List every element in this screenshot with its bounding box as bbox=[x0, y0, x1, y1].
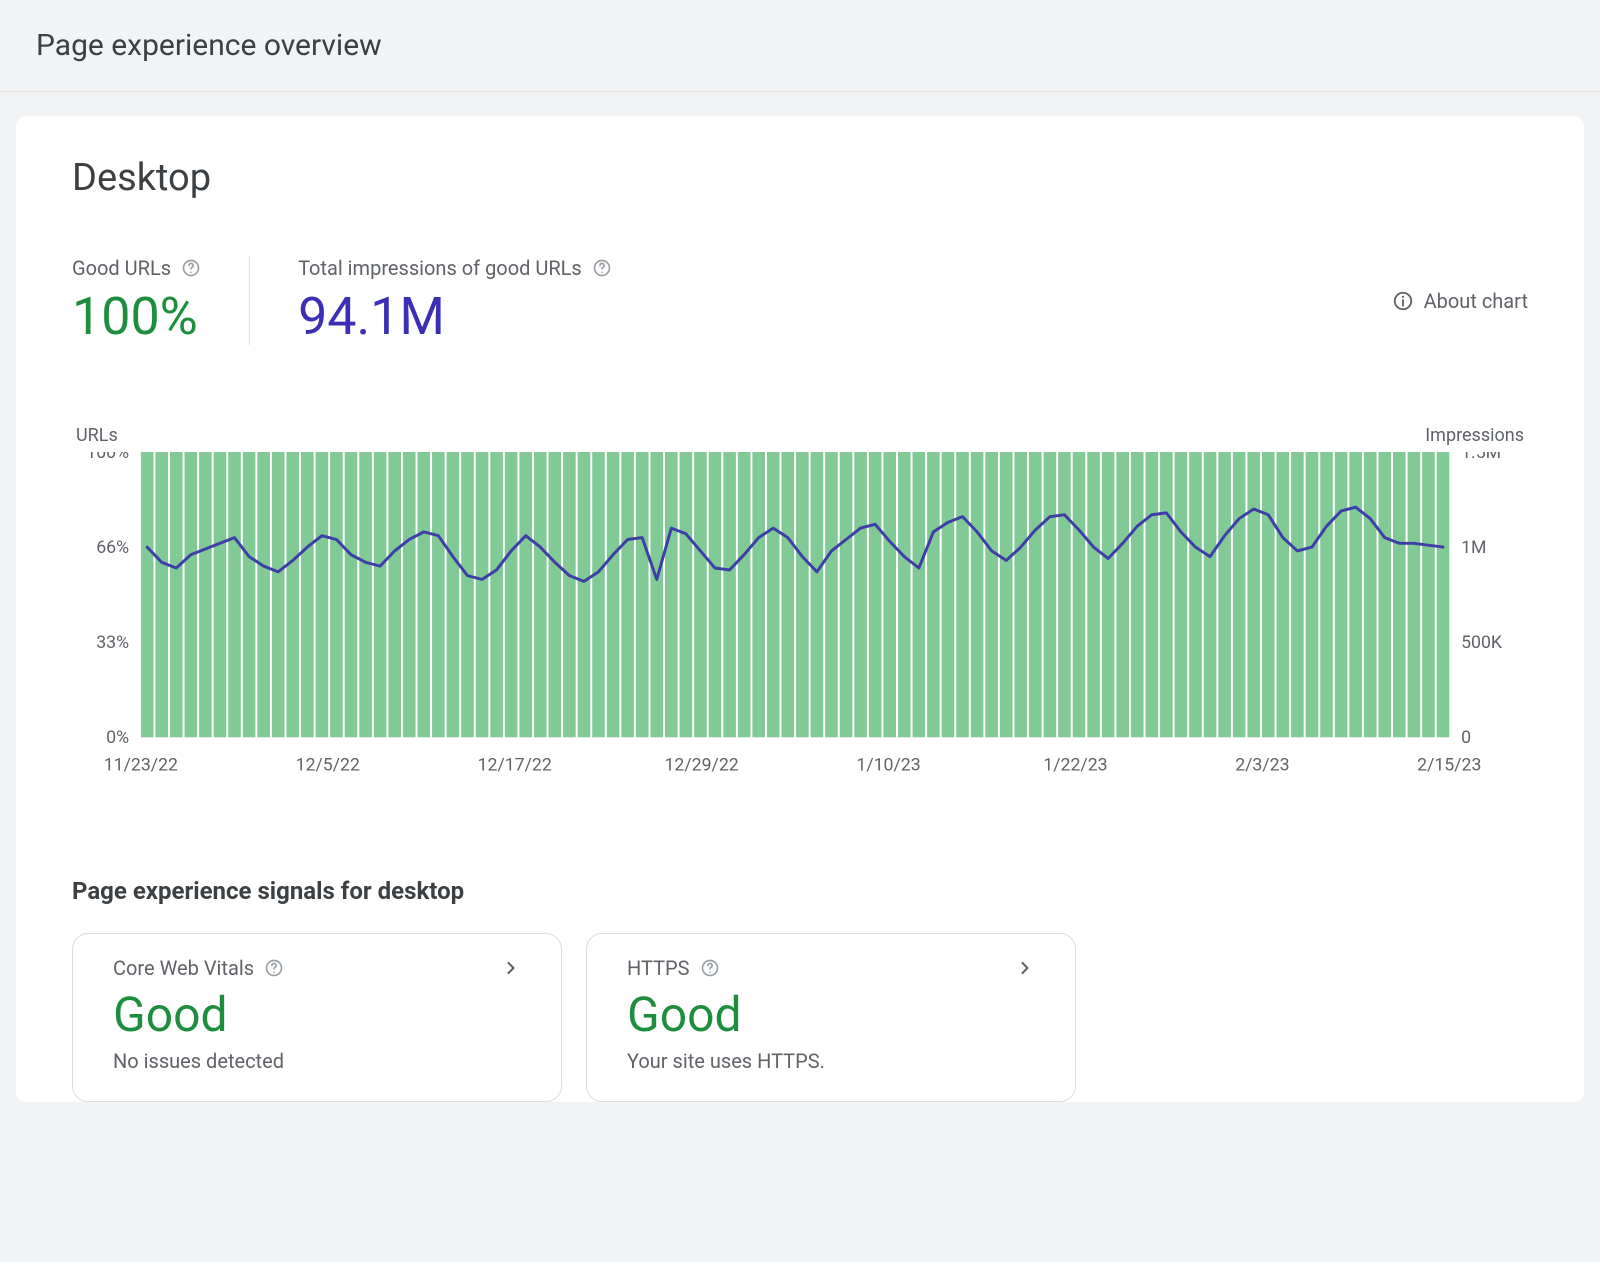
svg-text:12/29/22: 12/29/22 bbox=[664, 756, 738, 776]
svg-text:500K: 500K bbox=[1461, 633, 1503, 653]
metrics-row: Good URLs 100% Total impressions of good… bbox=[72, 256, 1528, 345]
svg-text:33%: 33% bbox=[96, 633, 129, 653]
left-axis-title: URLs bbox=[76, 425, 118, 446]
chevron-right-icon bbox=[501, 958, 521, 978]
svg-text:12/17/22: 12/17/22 bbox=[478, 756, 552, 776]
signal-value: Good bbox=[113, 986, 521, 1043]
svg-text:12/5/22: 12/5/22 bbox=[296, 756, 360, 776]
impressions-value: 94.1M bbox=[298, 288, 612, 345]
page-header: Page experience overview bbox=[0, 0, 1600, 92]
page-title: Page experience overview bbox=[36, 28, 1564, 63]
good-urls-label-text: Good URLs bbox=[72, 256, 171, 280]
svg-text:0%: 0% bbox=[106, 728, 129, 748]
signal-subtitle: Your site uses HTTPS. bbox=[627, 1049, 1035, 1073]
help-icon[interactable] bbox=[264, 958, 284, 978]
right-axis-title: Impressions bbox=[1425, 425, 1524, 446]
svg-text:100%: 100% bbox=[86, 452, 129, 463]
signal-subtitle: No issues detected bbox=[113, 1049, 521, 1073]
good-urls-metric[interactable]: Good URLs 100% bbox=[72, 256, 249, 345]
chevron-right-icon bbox=[1015, 958, 1035, 978]
about-chart-label: About chart bbox=[1424, 289, 1528, 313]
signal-title: HTTPS bbox=[627, 956, 690, 980]
chart-container: URLs Impressions 100% 66% 33% 0% 1.5M 1M 500K 0… bbox=[72, 425, 1528, 786]
svg-text:66%: 66% bbox=[96, 538, 129, 558]
impressions-metric[interactable]: Total impressions of good URLs 94.1M bbox=[249, 256, 660, 345]
svg-text:0: 0 bbox=[1461, 728, 1471, 748]
impressions-label: Total impressions of good URLs bbox=[298, 256, 612, 280]
help-icon[interactable] bbox=[181, 258, 201, 278]
svg-text:1/22/23: 1/22/23 bbox=[1043, 756, 1107, 776]
desktop-card: Desktop Good URLs 100% Total impressions… bbox=[16, 116, 1584, 1102]
signal-card-core-web-vitals[interactable]: Core Web Vitals Good No issues detected bbox=[72, 933, 562, 1102]
section-title: Desktop bbox=[72, 156, 1528, 200]
signal-card-https[interactable]: HTTPS Good Your site uses HTTPS. bbox=[586, 933, 1076, 1102]
about-chart-button[interactable]: About chart bbox=[1392, 289, 1528, 313]
info-icon bbox=[1392, 290, 1414, 312]
help-icon[interactable] bbox=[592, 258, 612, 278]
signals-heading: Page experience signals for desktop bbox=[72, 877, 1528, 905]
good-urls-label: Good URLs bbox=[72, 256, 201, 280]
svg-text:1M: 1M bbox=[1461, 538, 1486, 558]
chart-svg: 100% 66% 33% 0% 1.5M 1M 500K 0 11/23/22 12/5/22 12… bbox=[72, 452, 1528, 786]
svg-text:1/10/23: 1/10/23 bbox=[856, 756, 920, 776]
impressions-label-text: Total impressions of good URLs bbox=[298, 256, 582, 280]
svg-text:2/3/23: 2/3/23 bbox=[1235, 756, 1289, 776]
signal-title: Core Web Vitals bbox=[113, 956, 254, 980]
help-icon[interactable] bbox=[700, 958, 720, 978]
signals-row: Core Web Vitals Good No issues detected … bbox=[72, 933, 1528, 1102]
good-urls-value: 100% bbox=[72, 288, 201, 345]
svg-text:11/23/22: 11/23/22 bbox=[104, 756, 178, 776]
svg-text:2/15/23: 2/15/23 bbox=[1417, 756, 1481, 776]
signal-value: Good bbox=[627, 986, 1035, 1043]
svg-text:1.5M: 1.5M bbox=[1461, 452, 1501, 463]
